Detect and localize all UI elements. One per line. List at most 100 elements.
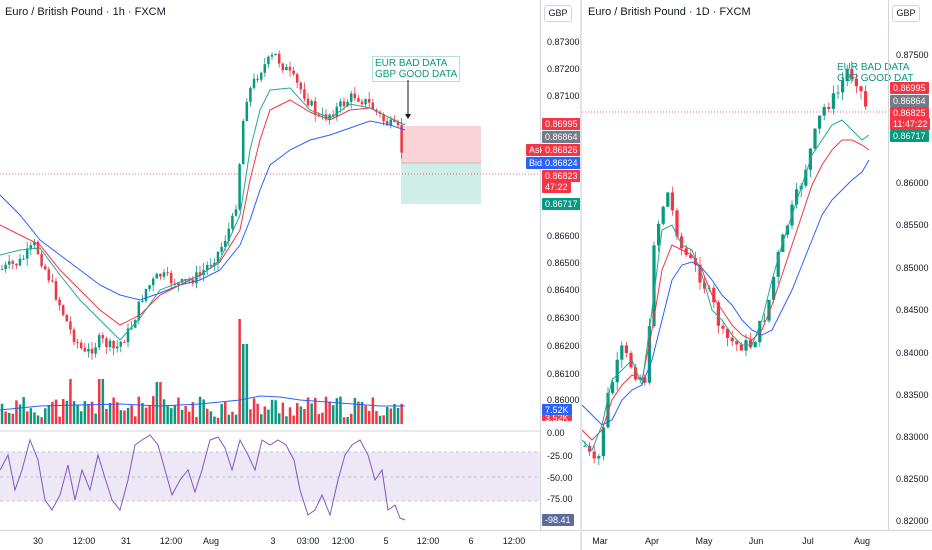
volume-bar (54, 399, 58, 424)
volume-bar (15, 400, 18, 424)
volume-bar (94, 413, 97, 424)
candle-body (256, 78, 259, 80)
volume-bar (170, 408, 173, 424)
candle-body (292, 70, 295, 75)
candle-body (155, 273, 159, 279)
candle-body (101, 335, 105, 339)
candle-body (776, 252, 780, 277)
annotation-line-2: GBP GOOD DATA (375, 69, 458, 80)
candle-body (141, 300, 144, 302)
volume-bar (141, 403, 144, 424)
price-tick: 0.85000 (896, 263, 929, 273)
volume-bar (44, 408, 47, 424)
candle-body (162, 272, 166, 277)
right-symbol-title[interactable]: Euro / British Pound · 1D · FXCM (588, 6, 751, 18)
candle-body (18, 258, 22, 266)
candle-body (112, 340, 115, 349)
candle-body (65, 314, 69, 322)
left-time-divider (0, 530, 580, 531)
right-currency-button[interactable]: GBP (892, 5, 920, 22)
volume-bar (227, 414, 231, 424)
volume-bar (0, 403, 4, 424)
left-annotation-note[interactable]: EUR BAD DATA GBP GOOD DATA (372, 56, 461, 82)
left-volume-bars (0, 319, 403, 424)
oscillator-line (0, 434, 406, 521)
volume-bar (234, 414, 238, 424)
candle-body (656, 223, 661, 246)
candle-body (54, 280, 58, 300)
risk-zone (401, 126, 481, 163)
time-tick: 6 (468, 536, 474, 546)
candle-body (277, 53, 281, 64)
left-currency-button[interactable]: GBP (544, 5, 572, 22)
right-chart-pane[interactable]: Euro / British Pound · 1D · FXCM GBP EUR… (582, 0, 932, 550)
candle-body (396, 121, 400, 126)
candle-body (592, 451, 596, 459)
volume-bar (346, 416, 349, 424)
price-tick: 0.85500 (896, 220, 929, 230)
volume-bar (191, 402, 195, 424)
volume-bar (335, 398, 339, 424)
candle-body (231, 215, 234, 229)
volume-bar (47, 404, 51, 424)
candle-body (794, 189, 799, 205)
candle-body (615, 359, 619, 383)
volume-bar (285, 416, 288, 424)
time-tick: May (695, 536, 713, 546)
candle-body (725, 328, 730, 338)
volume-bar (36, 415, 40, 424)
volume-bar (188, 411, 191, 424)
volume-bar (177, 397, 180, 424)
candle-body (177, 282, 180, 286)
volume-bar (123, 410, 126, 424)
oscillator-value-tag: -98.41 (542, 514, 574, 526)
candle-body (310, 101, 313, 106)
candle-body (335, 106, 339, 117)
candle-body (762, 320, 767, 322)
candle-body (721, 325, 725, 329)
candle-body (730, 337, 734, 342)
annotation-pointer (405, 80, 411, 119)
volume-bar (267, 409, 270, 424)
volume-bar (33, 412, 36, 424)
candle-body (670, 192, 675, 211)
candle-body (259, 72, 263, 80)
right-countdown-tag: 11:47:22 (890, 118, 931, 130)
candle-body (270, 55, 274, 57)
left-chart-pane[interactable]: Euro / British Pound · 1h · FXCM GBP EUR… (0, 0, 581, 550)
volume-bar (389, 408, 393, 424)
volume-bar (65, 400, 69, 424)
candle-body (328, 114, 331, 120)
candle-body (652, 245, 656, 327)
price-tick: 0.86600 (547, 231, 580, 241)
candle-body (638, 377, 642, 380)
right-chart-canvas[interactable] (582, 0, 888, 530)
target-price-tag: 0.86995 (542, 118, 581, 130)
volume-bar (310, 403, 313, 424)
candle-body (385, 121, 389, 126)
candle-body (767, 299, 771, 321)
candle-body (137, 301, 141, 321)
osc-tick: 0.00 (547, 428, 565, 438)
candle-body (166, 272, 169, 274)
volume-bar (8, 412, 11, 424)
price-tick: 0.82500 (896, 474, 929, 484)
candle-body (126, 328, 130, 343)
pane-divider[interactable] (580, 0, 582, 550)
ema-red-line (0, 99, 406, 326)
candle-body (620, 345, 624, 360)
candle-body (679, 236, 684, 249)
left-symbol-title[interactable]: Euro / British Pound · 1h · FXCM (5, 6, 166, 18)
time-tick: Jun (748, 536, 764, 546)
candle-body (813, 128, 817, 149)
candle-body (0, 269, 4, 271)
right-annotation-note[interactable]: EUR BAD DATA GBP GOOD DAT (834, 60, 916, 86)
candle-body (299, 82, 303, 90)
price-tick: 0.87100 (547, 91, 580, 101)
candle-body (850, 69, 854, 79)
volume-bar (357, 401, 360, 424)
time-tick: 5 (383, 536, 389, 546)
candle-body (389, 119, 393, 126)
left-chart-canvas[interactable] (0, 0, 540, 530)
candle-body (79, 342, 83, 349)
